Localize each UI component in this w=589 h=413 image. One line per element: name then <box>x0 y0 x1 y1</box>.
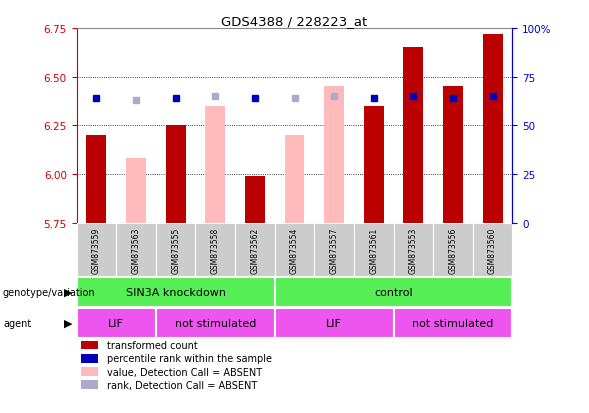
Text: agent: agent <box>3 318 31 328</box>
Text: rank, Detection Call = ABSENT: rank, Detection Call = ABSENT <box>107 380 257 390</box>
Text: not stimulated: not stimulated <box>412 318 494 328</box>
Text: GSM873563: GSM873563 <box>131 227 141 273</box>
Bar <box>433 223 473 277</box>
Bar <box>274 308 393 338</box>
Bar <box>274 278 512 307</box>
Bar <box>77 223 116 277</box>
Bar <box>126 159 146 223</box>
Text: ▶: ▶ <box>64 318 72 328</box>
Text: value, Detection Call = ABSENT: value, Detection Call = ABSENT <box>107 367 262 377</box>
Title: GDS4388 / 228223_at: GDS4388 / 228223_at <box>221 15 368 28</box>
Bar <box>77 278 274 307</box>
Bar <box>166 126 186 223</box>
Text: transformed count: transformed count <box>107 340 197 350</box>
Bar <box>81 341 98 350</box>
Bar <box>354 223 393 277</box>
Text: GSM873560: GSM873560 <box>488 227 497 273</box>
Bar <box>77 308 156 338</box>
Bar <box>87 135 106 223</box>
Text: GSM873561: GSM873561 <box>369 227 378 273</box>
Text: ▶: ▶ <box>64 287 72 297</box>
Bar <box>274 223 315 277</box>
Text: not stimulated: not stimulated <box>174 318 256 328</box>
Bar <box>116 223 156 277</box>
Text: LIF: LIF <box>326 318 342 328</box>
Bar <box>81 354 98 363</box>
Text: percentile rank within the sample: percentile rank within the sample <box>107 354 272 363</box>
Text: GSM873556: GSM873556 <box>448 227 458 273</box>
Text: GSM873553: GSM873553 <box>409 227 418 273</box>
Bar <box>156 308 274 338</box>
Bar <box>364 107 383 223</box>
Text: LIF: LIF <box>108 318 124 328</box>
Bar <box>403 48 423 223</box>
Bar <box>81 380 98 389</box>
Bar <box>483 35 502 223</box>
Bar <box>156 223 196 277</box>
Bar <box>315 223 354 277</box>
Text: control: control <box>374 287 413 297</box>
Text: GSM873559: GSM873559 <box>92 227 101 273</box>
Bar <box>196 223 235 277</box>
Bar <box>284 135 305 223</box>
Bar <box>393 308 512 338</box>
Text: GSM873562: GSM873562 <box>250 227 259 273</box>
Bar <box>81 368 98 376</box>
Bar <box>206 107 225 223</box>
Text: GSM873554: GSM873554 <box>290 227 299 273</box>
Bar <box>443 87 463 223</box>
Bar <box>245 176 265 223</box>
Text: genotype/variation: genotype/variation <box>3 287 95 297</box>
Bar <box>324 87 344 223</box>
Bar <box>235 223 274 277</box>
Text: SIN3A knockdown: SIN3A knockdown <box>125 287 226 297</box>
Text: GSM873555: GSM873555 <box>171 227 180 273</box>
Bar <box>473 223 512 277</box>
Text: GSM873557: GSM873557 <box>330 227 339 273</box>
Bar <box>393 223 433 277</box>
Text: GSM873558: GSM873558 <box>211 227 220 273</box>
